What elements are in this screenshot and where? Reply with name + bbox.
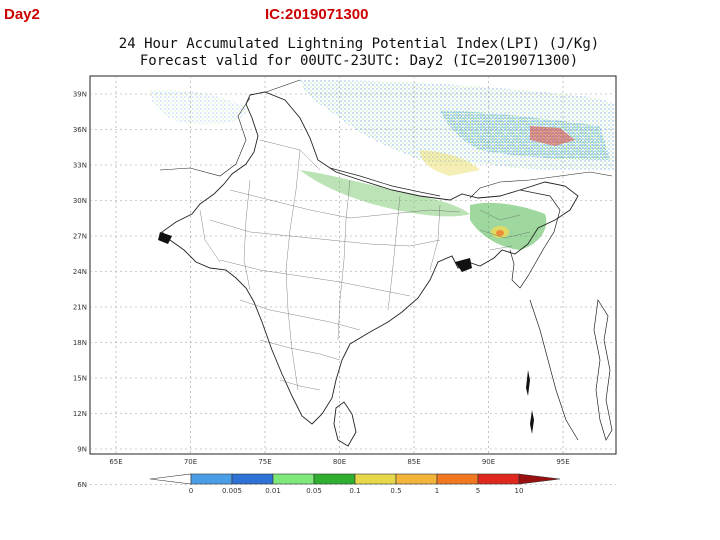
china-boundary bbox=[265, 79, 613, 199]
longitude-labels: 65E 70E 75E 80E 85E 90E 95E bbox=[109, 458, 569, 466]
lpi-region-gangetic bbox=[300, 170, 470, 217]
legend-swatch bbox=[354, 473, 397, 485]
myanmar-coast-fill bbox=[593, 298, 613, 441]
legend-swatch bbox=[190, 473, 233, 485]
latitude-label: 36N bbox=[73, 126, 87, 134]
latitude-labels: 39N 36N 33N 30N 27N 24N 21N 18N 15N 12N 9N 6N bbox=[73, 91, 87, 490]
day-label: Day2 bbox=[4, 6, 40, 23]
legend-value: 0.5 bbox=[390, 487, 401, 495]
latitude-label: 12N bbox=[73, 410, 87, 418]
longitude-label: 70E bbox=[184, 458, 197, 466]
initial-condition-label: IC:2019071300 bbox=[265, 6, 369, 23]
lpi-region-north-dense bbox=[440, 110, 610, 160]
andaman-islands bbox=[526, 370, 530, 396]
myanmar-coast bbox=[529, 299, 579, 441]
nepal-boundary bbox=[329, 167, 441, 197]
map-grid bbox=[90, 76, 616, 485]
latitude-label: 27N bbox=[73, 233, 87, 241]
longitude-label: 85E bbox=[407, 458, 420, 466]
latitude-label: 24N bbox=[73, 268, 87, 276]
country-boundaries bbox=[159, 79, 613, 447]
legend-value: 5 bbox=[476, 487, 480, 495]
longitude-label: 90E bbox=[482, 458, 495, 466]
latitude-label: 15N bbox=[73, 375, 87, 383]
color-legend: 0 0.005 0.01 0.05 0.1 0.5 1 5 10 bbox=[149, 473, 561, 495]
legend-value: 0.1 bbox=[349, 487, 360, 495]
legend-value: 10 bbox=[515, 487, 524, 495]
latitude-label: 39N bbox=[73, 91, 87, 99]
legend-swatch bbox=[313, 473, 356, 485]
legend-swatch bbox=[395, 473, 438, 485]
longitude-label: 95E bbox=[556, 458, 569, 466]
lpi-hotspot-northeast-core bbox=[496, 230, 504, 236]
longitude-label: 75E bbox=[258, 458, 271, 466]
longitude-label: 65E bbox=[109, 458, 122, 466]
legend-value: 0.005 bbox=[222, 487, 242, 495]
latitude-label: 6N bbox=[77, 481, 87, 489]
legend-low-end bbox=[149, 473, 192, 485]
pakistan-boundary bbox=[159, 97, 251, 177]
legend-value: 0 bbox=[189, 487, 193, 495]
lpi-region-tibet bbox=[420, 150, 480, 176]
latitude-label: 9N bbox=[77, 446, 87, 454]
india-outline bbox=[161, 91, 579, 425]
legend-value: 0.01 bbox=[265, 487, 281, 495]
legend-value: 0.05 bbox=[306, 487, 322, 495]
northeast-outline bbox=[509, 189, 561, 289]
lpi-region-red-north bbox=[530, 126, 575, 146]
legend-swatch bbox=[477, 473, 520, 485]
longitude-label: 80E bbox=[333, 458, 346, 466]
legend-value: 1 bbox=[435, 487, 439, 495]
latitude-label: 30N bbox=[73, 197, 87, 205]
andaman-islands-south bbox=[530, 410, 534, 434]
legend-swatch bbox=[231, 473, 274, 485]
map-title: 24 Hour Accumulated Lightning Potential … bbox=[118, 36, 600, 52]
legend-swatch bbox=[272, 473, 315, 485]
latitude-label: 33N bbox=[73, 162, 87, 170]
legend-swatch bbox=[436, 473, 479, 485]
state-boundaries bbox=[199, 139, 531, 391]
sundarbans-delta bbox=[455, 258, 472, 272]
sri-lanka-outline bbox=[333, 401, 357, 447]
kutch-coast bbox=[158, 232, 172, 244]
latitude-label: 21N bbox=[73, 304, 87, 312]
lpi-shading bbox=[150, 80, 614, 250]
lpi-region-northwest bbox=[150, 89, 250, 125]
map-subtitle: Forecast valid for 00UTC-23UTC: Day2 (IC… bbox=[139, 53, 579, 69]
legend-swatch bbox=[518, 473, 561, 485]
latitude-label: 18N bbox=[73, 339, 87, 347]
